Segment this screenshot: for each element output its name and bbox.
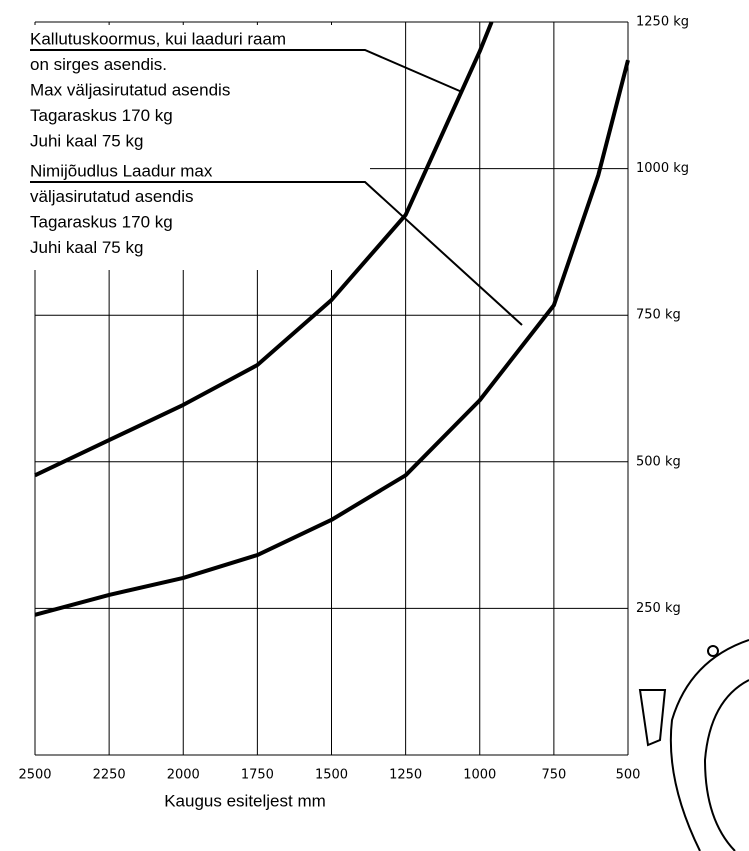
x-tick-label: 500 (616, 768, 641, 783)
x-tick-label: 1000 (463, 768, 496, 783)
x-tick-label: 750 (541, 768, 566, 783)
annotation-background (25, 25, 370, 270)
wheel-inner (703, 679, 749, 851)
annotation-text: Nimijõudlus Laadur max (30, 161, 213, 180)
y-tick-label: 500 kg (636, 454, 681, 469)
curve (34, 59, 630, 617)
bracket (638, 689, 667, 747)
x-tick-label: 1500 (315, 768, 348, 783)
x-tick-label: 1250 (389, 768, 422, 783)
x-axis-title: Kaugus esiteljest mm (164, 791, 326, 810)
x-tick-label: 2000 (167, 768, 200, 783)
annotation-text: Tagaraskus 170 kg (30, 212, 173, 231)
grid (25, 21, 629, 756)
bolt (707, 645, 719, 657)
annotation-text: Max väljasirutatud asendis (30, 80, 230, 99)
annotation-text: väljasirutatud asendis (30, 187, 193, 206)
curve (34, 21, 494, 478)
annotation-text: Kallutuskoormus, kui laaduri raam (30, 29, 286, 48)
annotation-text: on sirges asendis. (30, 55, 167, 74)
x-tick-label: 1750 (241, 768, 274, 783)
y-tick-label: 750 kg (636, 308, 681, 323)
x-tick-label: 2500 (18, 768, 51, 783)
annotation-text: Juhi kaal 75 kg (30, 131, 143, 150)
tractor-wheel (638, 639, 749, 851)
leader-line (30, 49, 463, 93)
y-tick-label: 250 kg (636, 601, 681, 616)
x-tick-label: 2250 (93, 768, 126, 783)
y-tick-label: 1250 kg (636, 15, 689, 30)
annotation-text: Tagaraskus 170 kg (30, 106, 173, 125)
annotation-text: Juhi kaal 75 kg (30, 238, 143, 257)
leader-line (30, 181, 523, 326)
y-tick-label: 1000 kg (636, 161, 689, 176)
wheel-outline (669, 639, 749, 851)
